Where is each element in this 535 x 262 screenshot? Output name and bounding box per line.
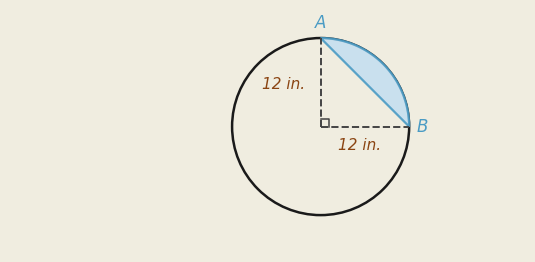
Polygon shape [320,38,409,127]
Text: A: A [315,14,326,32]
Text: 12 in.: 12 in. [338,138,381,153]
Text: B: B [416,118,427,135]
Text: 12 in.: 12 in. [262,77,305,92]
